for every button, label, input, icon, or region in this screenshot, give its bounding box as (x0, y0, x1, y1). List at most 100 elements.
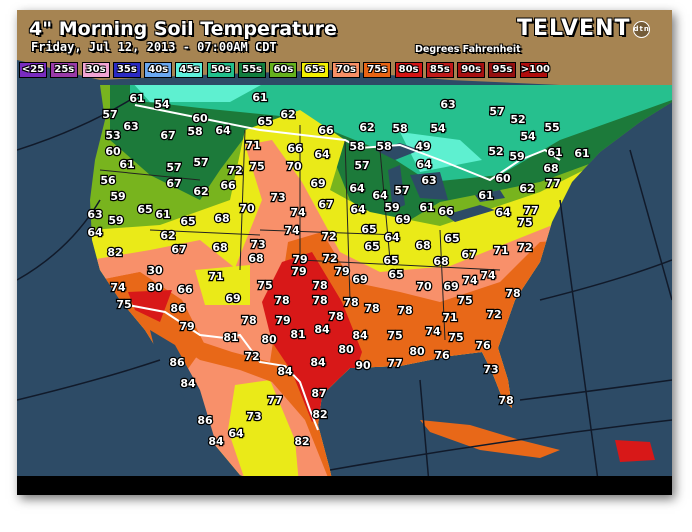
temperature-reading: 57 (489, 105, 504, 118)
temperature-reading: 65 (137, 203, 152, 216)
map-valid-time: Friday, Jul 12, 2013 - 07:00AM CDT (31, 40, 277, 54)
units-label: Degrees Fahrenheit (415, 44, 521, 55)
temperature-reading: 81 (290, 328, 305, 341)
legend-swatch-5: 45s (175, 62, 204, 78)
cuba (420, 420, 560, 458)
temperature-reading: 71 (245, 139, 260, 152)
temperature-reading: 69 (443, 280, 458, 293)
temperature-reading: 71 (208, 270, 223, 283)
telvent-logo: TELVENT dtn (517, 16, 650, 41)
temperature-reading: 59 (509, 150, 524, 163)
temperature-reading: 72 (322, 252, 337, 265)
legend-swatch-14: 90s (457, 62, 486, 78)
temperature-reading: 72 (486, 308, 501, 321)
temperature-reading: 78 (312, 294, 327, 307)
temperature-reading: 61 (547, 146, 562, 159)
temperature-reading: 86 (170, 302, 186, 315)
temperature-reading: 64 (416, 158, 432, 171)
temperature-reading: 64 (314, 148, 330, 161)
temperature-reading: 62 (359, 121, 374, 134)
temperature-reading: 67 (318, 198, 333, 211)
temperature-reading: 82 (294, 435, 309, 448)
temperature-reading: 52 (488, 145, 503, 158)
temperature-reading: 60 (105, 145, 121, 158)
temperature-reading: 59 (110, 190, 125, 203)
temperature-reading: 52 (510, 113, 525, 126)
bottom-bar (17, 476, 672, 495)
temperature-reading: 74 (480, 269, 496, 282)
temperature-reading: 61 (419, 201, 434, 214)
temperature-reading: 57 (354, 159, 369, 172)
temperature-reading: 77 (267, 394, 282, 407)
temperature-reading: 57 (394, 184, 409, 197)
temperature-reading: 75 (257, 279, 272, 292)
temperature-reading: 78 (241, 314, 256, 327)
temperature-reading: 62 (193, 185, 208, 198)
temperature-reading: 58 (187, 125, 202, 138)
temperature-reading: 68 (415, 239, 430, 252)
temperature-reading: 58 (376, 140, 391, 153)
temperature-reading: 70 (286, 160, 302, 173)
great-lakes (375, 143, 505, 222)
temperature-reading: 77 (387, 357, 402, 370)
temperature-reading: 73 (483, 363, 498, 376)
temperature-reading: 61 (574, 147, 589, 160)
temperature-reading: 65 (388, 268, 403, 281)
temperature-reading: 74 (284, 224, 300, 237)
temperature-reading: 75 (457, 294, 472, 307)
temperature-reading: 72 (244, 350, 259, 363)
temperature-reading: 79 (334, 265, 349, 278)
temperature-reading: 63 (123, 120, 138, 133)
temperature-reading: 64 (349, 182, 365, 195)
temperature-reading: 78 (343, 296, 358, 309)
temperature-reading: 68 (543, 162, 558, 175)
temperature-reading: 53 (105, 129, 120, 142)
temperature-reading: 66 (287, 142, 303, 155)
temperature-reading: 84 (310, 356, 326, 369)
temperature-reading: 75 (517, 216, 532, 229)
legend-swatch-11: 75s (363, 62, 392, 78)
temperature-reading: 65 (444, 232, 459, 245)
temperature-reading: 74 (462, 274, 478, 287)
hispaniola (615, 440, 655, 462)
temperature-reading: 74 (110, 281, 126, 294)
temperature-reading: 61 (129, 92, 144, 105)
temperature-reading: 58 (392, 122, 407, 135)
temperature-reading: 82 (107, 246, 122, 259)
legend-swatch-10: 70s (331, 62, 360, 78)
temperature-reading: 68 (248, 252, 263, 265)
temperature-reading: 57 (102, 108, 117, 121)
temperature-reading: 84 (352, 329, 368, 342)
temperature-reading: 67 (171, 243, 186, 256)
band-65s-south (195, 265, 300, 495)
temperature-reading: 73 (270, 191, 285, 204)
soil-temperature-map: 61 54 57 63 61 62 65 60 64 67 58 53 66 62 71 66 64 58 60 61… (17, 10, 672, 495)
temperature-reading: 69 (310, 177, 325, 190)
temperature-reading: 79 (179, 320, 194, 333)
temperature-reading: 59 (108, 214, 123, 227)
temperature-reading: 69 (352, 273, 367, 286)
temperature-reading: 79 (291, 265, 306, 278)
temperature-reading: 69 (395, 213, 410, 226)
legend-swatch-6: 50s (206, 62, 235, 78)
temperature-reading: 64 (215, 124, 231, 137)
temperature-reading: 78 (364, 302, 379, 315)
temperature-reading: 78 (274, 294, 289, 307)
temperature-reading: 60 (495, 172, 511, 185)
color-legend: <25 25s 30s 35s 40s 45s 50s 55s 60s 65s 70s 75s 80s 8… (19, 62, 550, 78)
temperature-reading: 61 (252, 91, 267, 104)
legend-swatch-16: >100 (519, 62, 550, 78)
temperature-reading: 59 (384, 201, 399, 214)
temperature-reading: 77 (545, 177, 560, 190)
temperature-reading: 84 (180, 377, 196, 390)
temperature-reading: 80 (261, 333, 277, 346)
temperature-reading: 80 (338, 343, 354, 356)
temperature-reading: 63 (87, 208, 102, 221)
temperature-reading: 70 (416, 280, 432, 293)
temperature-reading: 71 (442, 311, 457, 324)
temperature-reading: 75 (387, 329, 402, 342)
temperature-reading: 72 (321, 230, 336, 243)
temperature-reading: 62 (280, 108, 295, 121)
